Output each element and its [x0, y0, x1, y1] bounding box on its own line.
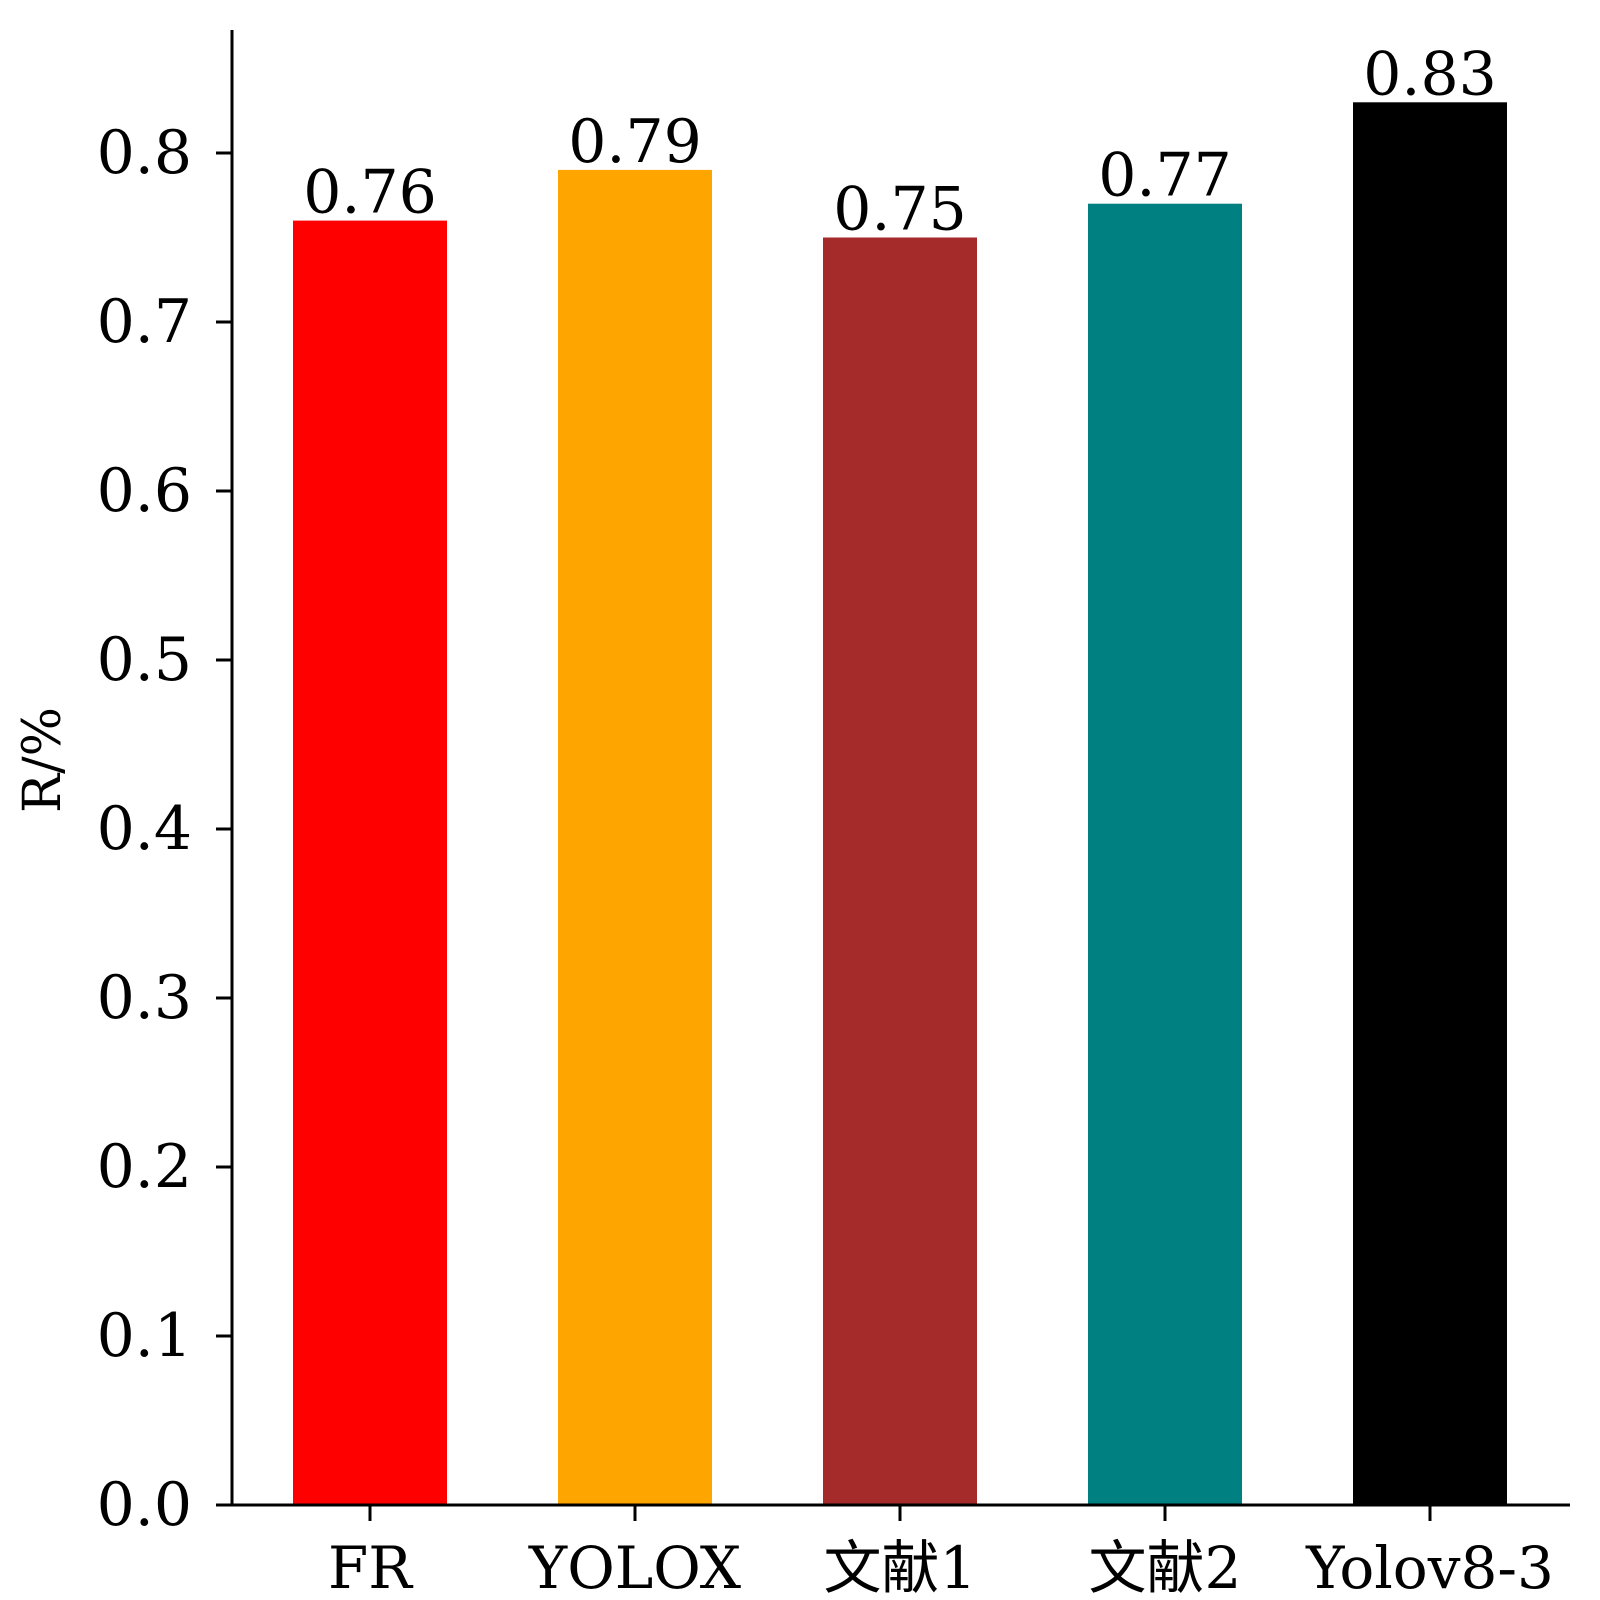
- y-tick-label: 0.2: [97, 1132, 192, 1202]
- x-category-label: YOLOX: [528, 1534, 742, 1600]
- bar-value-label: 0.75: [833, 175, 967, 245]
- y-axis-title: R/%: [13, 707, 73, 813]
- y-tick-label: 0.3: [97, 963, 192, 1033]
- bar-value-label: 0.76: [303, 158, 437, 228]
- x-category-label: 文献1: [824, 1534, 977, 1600]
- y-tick-label: 0.8: [97, 118, 192, 188]
- bar: [823, 237, 977, 1505]
- y-tick-label: 0.7: [97, 287, 192, 357]
- y-tick-label: 0.1: [97, 1301, 192, 1371]
- bar-value-label: 0.83: [1363, 39, 1497, 109]
- bar-value-label: 0.77: [1098, 141, 1232, 211]
- x-ticks-layer: FR YOLOX 文献1 文献2 Yolov8-3: [328, 1505, 1554, 1600]
- bar: [558, 169, 712, 1505]
- bar-value-label: 0.79: [568, 107, 702, 177]
- bar: [1353, 102, 1507, 1505]
- value-labels-layer: 0.76 0.79 0.75 0.77 0.83: [303, 39, 1497, 244]
- y-tick-label: 0.0: [97, 1470, 192, 1540]
- y-tick-label: 0.6: [97, 456, 192, 526]
- x-category-label: Yolov8-3: [1305, 1534, 1554, 1600]
- y-tick-label: 0.4: [97, 794, 192, 864]
- y-ticks-layer: 0.0 0.1 0.2 0.3 0.4 0.5 0.6 0.7 0.8: [97, 118, 232, 1540]
- x-category-label: FR: [328, 1534, 414, 1600]
- bars-layer: [293, 102, 1507, 1506]
- bar: [293, 220, 447, 1506]
- bar: [1088, 203, 1242, 1506]
- x-category-label: 文献2: [1089, 1534, 1242, 1600]
- y-tick-label: 0.5: [97, 625, 192, 695]
